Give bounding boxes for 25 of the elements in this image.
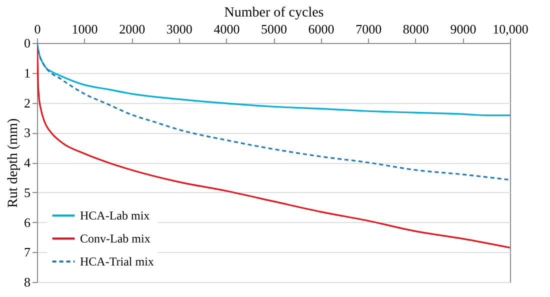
y-tick-label: 4 [24,155,31,170]
legend-label: Conv-Lab mix [80,232,150,246]
x-tick-label: 7000 [356,22,382,36]
x-tick-label: 9000 [450,22,476,36]
x-tick-label: 4000 [214,22,240,36]
y-tick-label: 6 [24,214,31,230]
y-axis-title: Rut depth (mm) [6,118,21,208]
y-tick-label: 5 [24,184,30,200]
legend-label: HCA-Lab mix [80,208,150,222]
x-tick-label: 3000 [166,22,192,36]
y-tick-label: 3 [24,125,30,140]
x-tick-label: 8000 [402,22,429,36]
x-tick-label: 1000 [72,22,98,36]
legend-label: HCA-Trial mix [80,254,154,268]
x-tick-label: 5000 [261,22,287,36]
y-tick-label: 0 [24,36,30,50]
x-tick-label: 10,000 [492,22,528,36]
x-axis-title: Number of cycles [224,6,324,20]
y-tick-label: 1 [24,65,30,80]
x-tick-label: 2000 [119,22,146,36]
y-tick-label: 7 [24,244,31,260]
x-tick-label: 0 [34,22,41,36]
y-tick-label: 8 [24,274,30,290]
y-tick-label: 2 [24,95,30,110]
x-tick-label: 6000 [308,22,334,36]
